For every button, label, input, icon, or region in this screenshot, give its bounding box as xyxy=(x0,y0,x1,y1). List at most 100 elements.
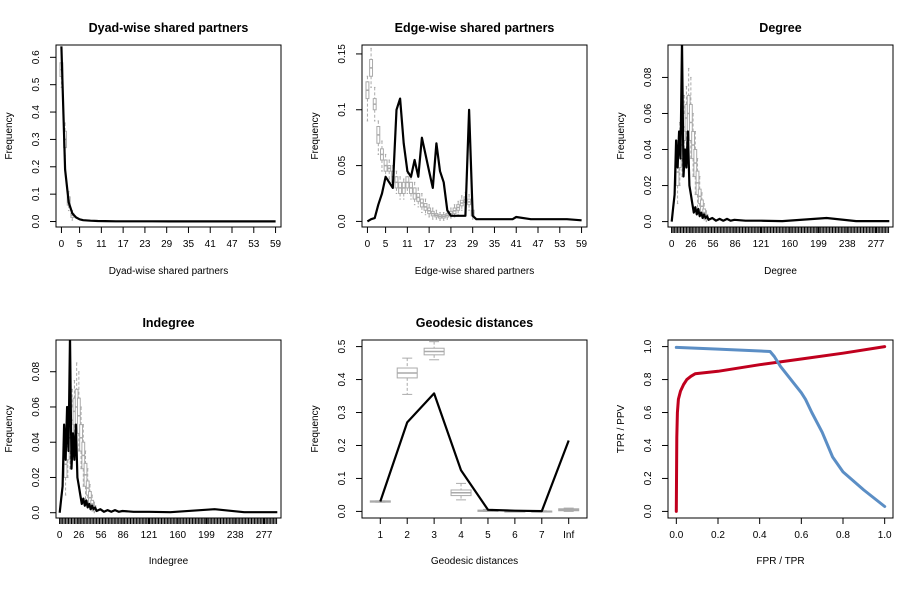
x-tick-label: 26 xyxy=(73,530,85,541)
y-tick-label: 0.06 xyxy=(31,397,42,417)
chart-title: Geodesic distances xyxy=(416,316,533,330)
y-tick-label: 0.4 xyxy=(337,372,348,386)
x-tick-label: 0 xyxy=(59,239,65,250)
x-axis-label: Edge-wise shared partners xyxy=(415,266,535,277)
x-tick-label: 121 xyxy=(753,239,770,250)
sim-boxplot xyxy=(396,357,418,395)
y-tick-label: 1.0 xyxy=(643,339,654,353)
x-tick-label: 5 xyxy=(383,239,389,250)
x-tick-label: 17 xyxy=(424,239,436,250)
plot-area xyxy=(365,47,582,223)
x-tick-label: 6 xyxy=(512,530,518,541)
x-tick-label: 86 xyxy=(730,239,742,250)
x-tick-label: 11 xyxy=(96,239,107,250)
x-tick-label: 47 xyxy=(532,239,544,250)
panel-6: FPR / TPR TPR / PPV 0.0 0.2 0.4 0.6 0.8 1.0 0.0 0… xyxy=(616,339,894,567)
y-tick-label: 0.02 xyxy=(31,467,42,487)
y-tick-label: 0.2 xyxy=(337,438,348,452)
sim-boxplot xyxy=(81,424,86,487)
y-tick-label: 0.6 xyxy=(643,405,654,419)
y-tick-label: 0.04 xyxy=(31,432,42,452)
panel-5: Geodesic distances Geodesic distances Freq… xyxy=(310,316,588,567)
sim-boxplot xyxy=(412,181,417,206)
sim-boxplot xyxy=(376,120,381,155)
sim-boxplot xyxy=(372,86,377,122)
x-tick-label: 2 xyxy=(404,530,410,541)
x-tick-label: 0 xyxy=(57,530,63,541)
x-tick-label: 0 xyxy=(365,239,371,250)
y-tick-label: 0.8 xyxy=(643,372,654,386)
y-tick-label: 0.1 xyxy=(337,471,348,485)
x-tick-label: 0.2 xyxy=(711,530,725,541)
sim-boxplot xyxy=(398,176,403,200)
y-tick-label: 0.3 xyxy=(337,405,348,419)
sim-boxplot xyxy=(383,153,388,178)
x-tick-label: 0.0 xyxy=(669,530,683,541)
x-tick-label: 86 xyxy=(118,530,130,541)
plot-frame xyxy=(361,44,588,228)
x-tick-label: 23 xyxy=(139,239,151,250)
y-axis-label: TPR / PPV xyxy=(616,405,627,454)
chart-title: Indegree xyxy=(142,316,194,330)
panel-2: Edge-wise shared partners Edge-wise share… xyxy=(310,21,588,277)
plot-area xyxy=(58,340,278,514)
y-axis-label: Frequency xyxy=(4,405,15,452)
sim-boxplot xyxy=(423,198,428,216)
sim-boxplot xyxy=(695,158,700,208)
x-tick-label: 3 xyxy=(431,530,437,541)
x-tick-label: 5 xyxy=(77,239,83,250)
y-tick-label: 0.0 xyxy=(337,504,348,518)
plot-area xyxy=(369,341,580,513)
chart-title: Edge-wise shared partners xyxy=(395,21,555,35)
y-tick-label: 0.4 xyxy=(31,105,42,119)
sim-boxplot xyxy=(83,450,88,500)
y-tick-label: 0.02 xyxy=(643,175,654,195)
sim-boxplot xyxy=(369,500,391,503)
y-axis-label: Frequency xyxy=(4,112,15,159)
sim-boxplot xyxy=(79,406,83,470)
y-tick-label: 0.1 xyxy=(31,187,42,201)
sim-boxplot xyxy=(467,194,472,211)
sim-boxplot xyxy=(558,507,580,512)
x-tick-label: 59 xyxy=(576,239,588,250)
y-tick-label: 0.04 xyxy=(643,139,654,159)
sim-boxplot xyxy=(401,178,406,200)
sim-boxplot xyxy=(409,176,413,200)
sim-boxplot xyxy=(76,371,81,452)
x-axis-label: Geodesic distances xyxy=(431,556,518,567)
y-tick-label: 0.2 xyxy=(31,159,42,173)
sim-boxplot xyxy=(369,47,374,88)
x-tick-label: Inf xyxy=(563,530,574,541)
y-tick-label: 0.0 xyxy=(643,214,654,228)
observed-line xyxy=(379,392,570,513)
sim-boxplot xyxy=(365,75,370,122)
x-tick-label: 11 xyxy=(402,239,413,250)
chart-title: Degree xyxy=(759,21,801,35)
x-tick-label: 7 xyxy=(539,530,545,541)
roc-curve-line xyxy=(674,345,887,513)
x-axis-label: Dyad-wise shared partners xyxy=(109,266,229,277)
y-tick-label: 0.6 xyxy=(31,50,42,64)
x-tick-label: 53 xyxy=(248,239,260,250)
sim-boxplot xyxy=(405,170,410,195)
plot-frame xyxy=(55,339,282,519)
x-tick-label: 277 xyxy=(868,239,885,250)
x-tick-label: 238 xyxy=(839,239,856,250)
x-tick-label: 41 xyxy=(205,239,217,250)
sim-boxplot xyxy=(419,193,424,213)
y-tick-label: 0.0 xyxy=(643,504,654,518)
x-tick-label: 56 xyxy=(95,530,107,541)
plot-frame xyxy=(361,339,588,519)
sim-boxplot xyxy=(427,204,432,218)
plot-area xyxy=(59,46,276,223)
plot-area xyxy=(674,345,887,513)
y-tick-label: 0.2 xyxy=(643,471,654,485)
x-tick-label: 0.6 xyxy=(794,530,808,541)
x-tick-label: 277 xyxy=(256,530,273,541)
y-tick-label: 0.5 xyxy=(337,339,348,353)
plot-area xyxy=(670,45,890,223)
sim-boxplot xyxy=(387,159,392,180)
x-tick-label: 160 xyxy=(169,530,186,541)
sim-boxplot xyxy=(434,209,439,220)
